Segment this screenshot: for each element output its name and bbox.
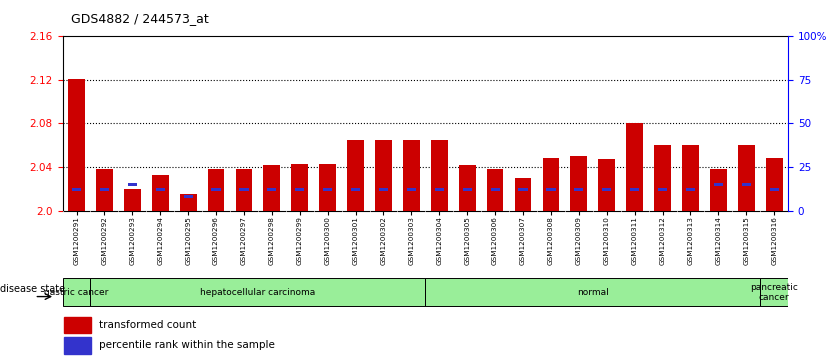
- Text: transformed count: transformed count: [99, 320, 197, 330]
- Bar: [208, 169, 224, 211]
- Text: GSM1200291: GSM1200291: [73, 216, 79, 265]
- Bar: [152, 175, 168, 211]
- Bar: [64, 317, 91, 333]
- Bar: [741, 183, 751, 186]
- Text: GSM1200300: GSM1200300: [324, 216, 330, 265]
- Bar: [379, 188, 388, 191]
- Bar: [658, 188, 667, 191]
- Bar: [602, 188, 611, 191]
- Text: gastric cancer: gastric cancer: [44, 288, 108, 297]
- Bar: [96, 169, 113, 211]
- Bar: [738, 145, 755, 211]
- Text: normal: normal: [577, 288, 609, 297]
- Text: GDS4882 / 244573_at: GDS4882 / 244573_at: [71, 12, 208, 25]
- Bar: [180, 194, 197, 211]
- Text: GSM1200299: GSM1200299: [297, 216, 303, 265]
- Text: GSM1200304: GSM1200304: [436, 216, 442, 265]
- Text: GSM1200305: GSM1200305: [465, 216, 470, 265]
- Text: GSM1200314: GSM1200314: [716, 216, 721, 265]
- Text: GSM1200303: GSM1200303: [409, 216, 414, 265]
- Text: GSM1200313: GSM1200313: [687, 216, 693, 265]
- Text: hepatocellular carcinoma: hepatocellular carcinoma: [200, 288, 315, 297]
- Bar: [714, 183, 723, 186]
- Bar: [682, 145, 699, 211]
- Bar: [323, 188, 332, 191]
- Bar: [487, 169, 504, 211]
- Bar: [100, 188, 109, 191]
- Text: GSM1200298: GSM1200298: [269, 216, 275, 265]
- Bar: [64, 337, 91, 354]
- Bar: [770, 188, 779, 191]
- Bar: [546, 188, 555, 191]
- Text: GSM1200312: GSM1200312: [660, 216, 666, 265]
- Bar: [375, 140, 392, 211]
- Text: GSM1200292: GSM1200292: [102, 216, 108, 265]
- Bar: [407, 188, 416, 191]
- FancyBboxPatch shape: [761, 278, 788, 306]
- Bar: [267, 188, 276, 191]
- Text: GSM1200297: GSM1200297: [241, 216, 247, 265]
- Text: GSM1200293: GSM1200293: [129, 216, 135, 265]
- Bar: [435, 188, 444, 191]
- Bar: [347, 140, 364, 211]
- Text: GSM1200306: GSM1200306: [492, 216, 498, 265]
- Bar: [626, 123, 643, 211]
- Bar: [183, 195, 193, 198]
- Bar: [235, 169, 253, 211]
- Bar: [68, 79, 85, 211]
- Text: GSM1200310: GSM1200310: [604, 216, 610, 265]
- Text: GSM1200296: GSM1200296: [213, 216, 219, 265]
- Bar: [212, 188, 221, 191]
- Text: GSM1200294: GSM1200294: [158, 216, 163, 265]
- Text: disease state: disease state: [0, 284, 65, 294]
- Bar: [124, 189, 141, 211]
- Text: GSM1200308: GSM1200308: [548, 216, 554, 265]
- FancyBboxPatch shape: [90, 278, 425, 306]
- Bar: [766, 158, 782, 211]
- Bar: [431, 140, 448, 211]
- Text: GSM1200301: GSM1200301: [353, 216, 359, 265]
- Bar: [128, 183, 137, 186]
- Bar: [264, 165, 280, 211]
- Bar: [630, 188, 639, 191]
- Bar: [403, 140, 420, 211]
- Bar: [156, 188, 165, 191]
- Text: GSM1200315: GSM1200315: [743, 216, 749, 265]
- Text: GSM1200309: GSM1200309: [575, 216, 582, 265]
- Bar: [654, 145, 671, 211]
- Bar: [295, 188, 304, 191]
- FancyBboxPatch shape: [425, 278, 761, 306]
- Bar: [575, 188, 584, 191]
- Bar: [490, 188, 500, 191]
- Bar: [543, 158, 560, 211]
- Bar: [72, 188, 81, 191]
- Text: GSM1200302: GSM1200302: [380, 216, 386, 265]
- Bar: [291, 164, 308, 211]
- Text: GSM1200311: GSM1200311: [631, 216, 638, 265]
- Bar: [570, 156, 587, 211]
- Text: GSM1200316: GSM1200316: [771, 216, 777, 265]
- Bar: [351, 188, 360, 191]
- Bar: [710, 169, 726, 211]
- Bar: [598, 159, 615, 211]
- Bar: [463, 188, 472, 191]
- Bar: [519, 188, 528, 191]
- Bar: [239, 188, 249, 191]
- Text: GSM1200295: GSM1200295: [185, 216, 191, 265]
- Text: percentile rank within the sample: percentile rank within the sample: [99, 340, 275, 350]
- Text: pancreatic
cancer: pancreatic cancer: [751, 282, 798, 302]
- Bar: [459, 165, 475, 211]
- Text: GSM1200307: GSM1200307: [520, 216, 526, 265]
- Bar: [686, 188, 695, 191]
- FancyBboxPatch shape: [63, 278, 90, 306]
- Bar: [515, 178, 531, 211]
- Bar: [319, 164, 336, 211]
